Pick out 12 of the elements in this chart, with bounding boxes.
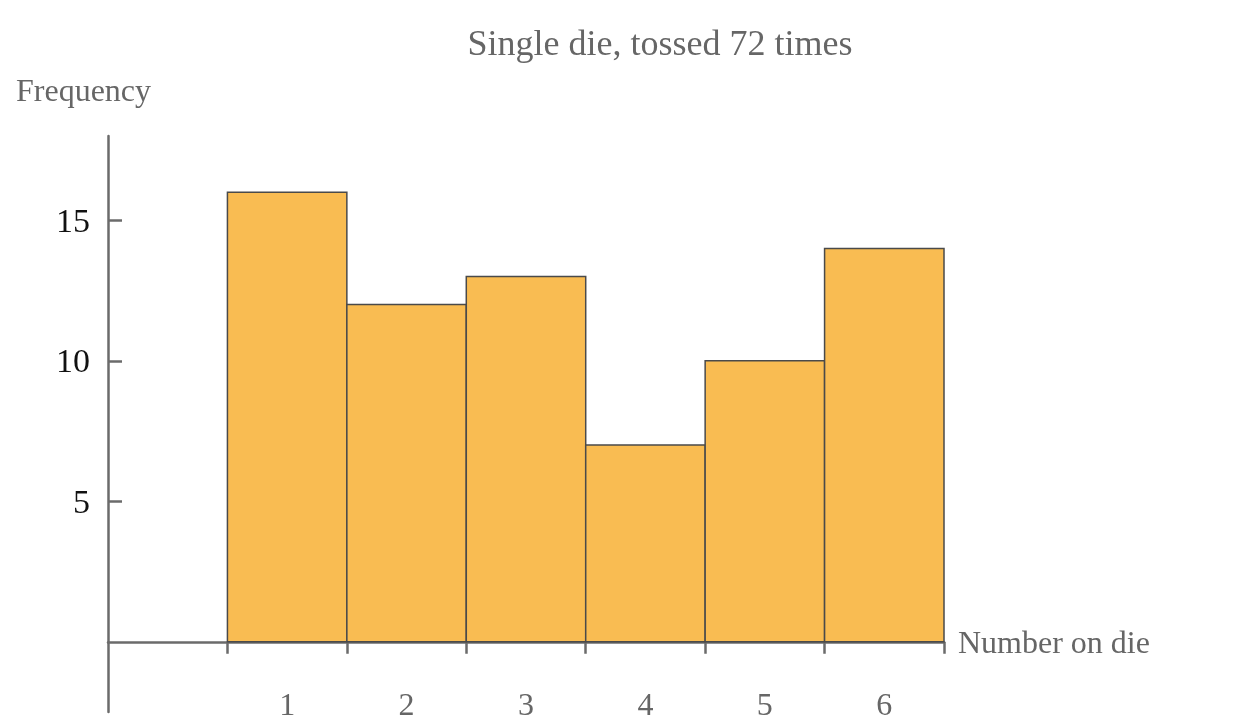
y-tick-label: 5: [73, 482, 90, 520]
x-axis-title: Number on die: [958, 623, 1150, 660]
x-tick-label: 4: [637, 686, 654, 722]
y-axis-title: Frequency: [16, 72, 152, 108]
x-tick-label: 6: [876, 686, 893, 722]
x-tick-label: 3: [518, 686, 534, 722]
y-tick-label: 10: [56, 342, 90, 380]
x-tick-label: 5: [756, 686, 773, 722]
y-tick-label: 15: [56, 201, 90, 239]
x-tick-label: 1: [279, 686, 296, 722]
chart-title: Single die, tossed 72 times: [467, 23, 853, 63]
x-tick-label: 2: [398, 686, 415, 722]
